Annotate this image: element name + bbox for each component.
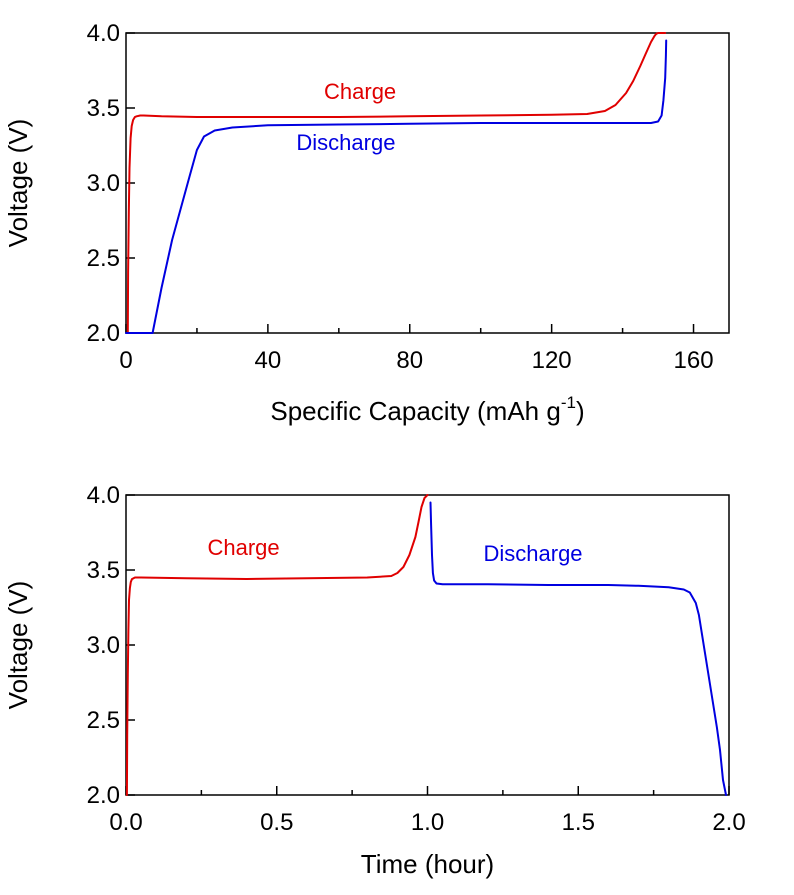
x-axis-title-suffix: ) [576,396,585,426]
y-axis-title: Voltage (V) [3,581,33,710]
y-tick-label: 2.5 [87,707,120,734]
y-tick-label: 3.0 [87,632,120,659]
series-discharge-line [125,39,668,334]
annotation-discharge: Discharge [484,541,583,566]
y-tick-label: 3.0 [87,170,120,197]
x-axis-title-superscript: -1 [561,393,576,412]
plot-frame [125,32,730,334]
x-tick-label: 80 [396,347,423,374]
series-charge-line [126,32,667,334]
y-tick-label: 2.5 [87,245,120,272]
annotation-charge: Charge [324,79,396,104]
annotation-discharge: Discharge [296,130,395,155]
annotation-charge: Charge [208,535,280,560]
x-tick-label: 2.0 [712,809,745,836]
x-tick-label: 0.0 [109,809,142,836]
x-axis-title: Specific Capacity (mAh g-1) [270,393,584,426]
x-tick-label: 1.5 [562,809,595,836]
x-tick-label: 1.0 [411,809,444,836]
series-discharge-line [429,501,727,796]
x-axis-title: Time (hour) [361,849,494,879]
chart-2: 0.0 0.5 1.0 1.5 2.0 2.0 2.5 3.0 3.5 4.0 Time (hour… [3,482,746,879]
x-tick-label: 160 [674,347,714,374]
x-tick-label: 0.5 [260,809,293,836]
y-tick-label: 4.0 [87,20,120,47]
x-tick-label: 40 [255,347,282,374]
y-tick-label: 3.5 [87,95,120,122]
series-charge-line [125,494,429,796]
x-tick-label: 0 [119,347,132,374]
x-tick-label: 120 [532,347,572,374]
y-tick-label: 4.0 [87,482,120,509]
y-axis-title: Voltage (V) [3,119,33,248]
y-tick-label: 2.0 [87,782,120,809]
y-tick-label: 3.5 [87,557,120,584]
y-tick-label: 2.0 [87,320,120,347]
chart-1: 0 40 80 120 160 2.0 2.5 3.0 3.5 4.0 Specific Capac… [3,20,730,426]
